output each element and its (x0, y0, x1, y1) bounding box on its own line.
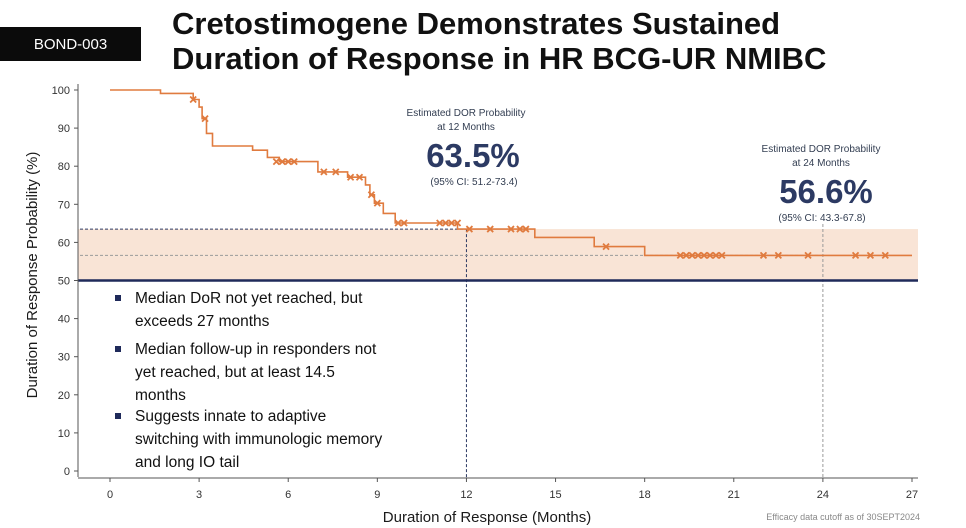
annotation-12-label-1: Estimated DOR Probability (407, 108, 526, 119)
y-tick-label: 70 (58, 199, 70, 211)
title-line-1: Cretostimogene Demonstrates Sustained (172, 6, 781, 41)
x-tick-label: 3 (196, 489, 202, 501)
x-tick-label: 9 (374, 489, 380, 501)
bullet-1-line-1: Median DoR not yet reached, but (135, 290, 363, 307)
censor-mark (694, 251, 702, 259)
censor-mark (290, 157, 298, 166)
y-tick-label: 100 (52, 85, 70, 97)
x-tick-label: 6 (285, 489, 291, 501)
censor-mark (436, 219, 444, 227)
annotation-12-months: Estimated DOR Probability at 12 Months 6… (407, 108, 526, 188)
data-cutoff-footnote: Efficacy data cutoff as of 30SEPT2024 (766, 512, 920, 522)
bullet-2-line-2: yet reached, but at least 14.5 (135, 364, 335, 381)
bullet-marker (115, 413, 121, 419)
censor-mark (284, 157, 292, 166)
annotation-12-ci: (95% CI: 51.2-73.4) (430, 177, 517, 188)
x-tick-label: 0 (107, 489, 113, 501)
censor-mark (355, 173, 364, 181)
censor-mark (346, 173, 355, 181)
y-tick-label: 0 (64, 466, 70, 478)
censor-mark (804, 251, 812, 259)
y-tick-label: 40 (58, 314, 70, 326)
censor-marks (189, 95, 889, 259)
censor-mark (332, 168, 340, 176)
x-axis-title: Duration of Response (Months) (383, 509, 591, 526)
censor-mark (851, 251, 860, 259)
censor-mark (373, 199, 381, 207)
annotation-24-ci: (95% CI: 43.3-67.8) (778, 213, 865, 224)
slide-title: Cretostimogene Demonstrates Sustained Du… (172, 6, 952, 76)
bullet-1-line-2: exceeds 27 months (135, 313, 270, 330)
censor-mark (486, 225, 494, 233)
censor-mark (881, 251, 889, 259)
study-badge: BOND-003 (0, 27, 141, 61)
censor-mark (320, 168, 328, 176)
annotation-24-label-2: at 24 Months (792, 158, 850, 169)
x-tick-label: 18 (639, 489, 651, 501)
y-tick-label: 90 (58, 123, 70, 135)
censor-mark (272, 157, 280, 166)
title-line-2: Duration of Response in HR BCG-UR NMIBC (172, 41, 827, 76)
bullet-3-line-2: switching with immunologic memory (135, 431, 382, 448)
y-tick-label: 80 (58, 161, 70, 173)
y-tick-label: 50 (58, 276, 70, 288)
bullet-2-line-3: months (135, 387, 186, 404)
censor-mark (774, 251, 782, 259)
x-tick-label: 24 (817, 489, 829, 501)
censor-mark (706, 251, 714, 259)
censor-mark (522, 225, 530, 233)
bullet-3-line-1: Suggests innate to adaptive (135, 408, 326, 425)
censor-mark (712, 251, 720, 259)
y-tick-label: 10 (58, 428, 70, 440)
y-tick-label: 20 (58, 390, 70, 402)
y-tick-label: 60 (58, 237, 70, 249)
annotation-24-months: Estimated DOR Probability at 24 Months 5… (762, 144, 881, 224)
bullet-marker (115, 346, 121, 352)
annotation-12-value: 63.5% (426, 137, 520, 174)
key-points: Median DoR not yet reached, but exceeds … (115, 290, 382, 471)
censor-mark (400, 219, 408, 227)
bullet-marker (115, 295, 121, 301)
x-tick-label: 27 (906, 489, 918, 501)
y-ticks: 0 10 20 30 40 50 60 70 80 90 100 (52, 85, 78, 478)
x-tick-label: 21 (728, 489, 740, 501)
annotation-12-label-2: at 12 Months (437, 122, 495, 133)
censor-mark (676, 251, 684, 259)
censor-mark (602, 242, 610, 251)
y-axis-title: Duration of Response Probability (%) (24, 152, 41, 399)
censor-mark (442, 219, 450, 227)
censor-mark (688, 251, 696, 259)
guide-lines (80, 224, 824, 478)
censor-mark (866, 251, 875, 259)
censor-mark (394, 219, 402, 227)
annotation-24-label-1: Estimated DOR Probability (762, 144, 881, 155)
censor-mark (189, 95, 197, 104)
censor-mark (682, 251, 690, 259)
bullet-3-line-3: and long IO tail (135, 454, 239, 471)
censor-mark (465, 225, 474, 233)
y-tick-label: 30 (58, 352, 70, 364)
censor-mark (718, 251, 726, 259)
censor-mark (516, 225, 524, 233)
x-tick-label: 15 (549, 489, 561, 501)
bullet-2-line-1: Median follow-up in responders not (135, 341, 377, 358)
censor-mark (367, 191, 376, 199)
censor-mark (278, 157, 286, 166)
censor-mark (700, 251, 708, 259)
censor-mark (453, 219, 462, 227)
x-tick-label: 12 (460, 489, 472, 501)
censor-mark (201, 114, 209, 123)
censor-mark (507, 225, 515, 233)
x-ticks: 0 3 6 9 12 15 18 21 24 27 (107, 478, 918, 501)
censor-mark (759, 251, 768, 259)
annotation-24-value: 56.6% (779, 173, 873, 210)
censor-mark (447, 219, 456, 227)
